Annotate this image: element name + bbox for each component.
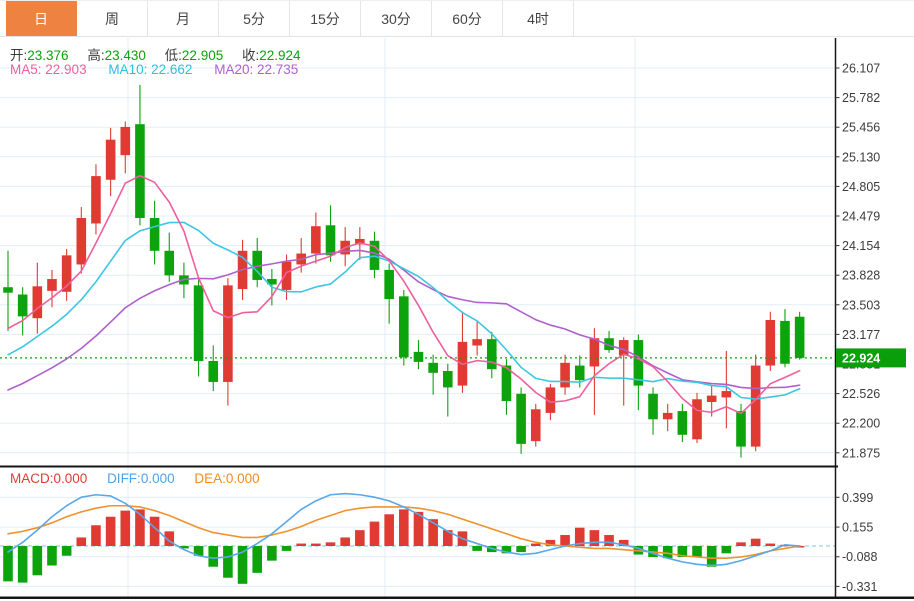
diff-value-legend: DIFF:0.000 [107, 471, 175, 486]
svg-text:24.479: 24.479 [842, 210, 880, 224]
tab-week[interactable]: 周 [77, 1, 148, 36]
dea-value-legend: DEA:0.000 [194, 471, 260, 486]
ma5-legend: MA5: 22.903 [10, 62, 87, 77]
svg-text:0.155: 0.155 [842, 521, 873, 535]
open-value: 23.376 [27, 48, 69, 63]
ma20-line [7, 249, 801, 391]
ma-legend: MA5: 22.903 MA10: 22.662 MA20: 22.735 [10, 62, 298, 77]
svg-text:25.456: 25.456 [842, 121, 880, 135]
svg-text:-0.088: -0.088 [842, 550, 877, 564]
svg-text:22.924: 22.924 [842, 351, 880, 365]
ma20-legend: MA20: 22.735 [214, 62, 299, 77]
candles-layer [3, 85, 805, 458]
svg-text:23.177: 23.177 [842, 328, 880, 342]
macd-value-legend: MACD:0.000 [10, 471, 88, 486]
ma5-line [7, 174, 801, 415]
svg-text:26.107: 26.107 [842, 62, 880, 76]
close-label: 收: [241, 48, 260, 63]
low-value: 22.905 [181, 48, 224, 63]
tab-month[interactable]: 月 [148, 1, 219, 36]
svg-text:21.875: 21.875 [842, 446, 880, 460]
svg-text:23.828: 23.828 [842, 269, 880, 283]
high-value: 23.430 [104, 48, 146, 63]
svg-text:25.782: 25.782 [842, 91, 880, 105]
macd-histogram [3, 509, 805, 584]
macd-legend: MACD:0.000 DIFF:0.000 DEA:0.000 [10, 471, 260, 486]
ma10-line [7, 221, 801, 400]
svg-text:-0.331: -0.331 [842, 580, 877, 594]
svg-text:24.154: 24.154 [842, 239, 880, 253]
tab-4hour[interactable]: 4时 [503, 1, 574, 36]
diff-line [7, 492, 801, 567]
high-label: 高: [87, 48, 105, 63]
svg-text:25.130: 25.130 [842, 150, 880, 164]
svg-text:0.399: 0.399 [842, 491, 873, 505]
timeframe-tabbar: 日 周 月 5分 15分 30分 60分 4时 [0, 0, 914, 37]
svg-text:22.200: 22.200 [842, 417, 880, 431]
ma10-legend: MA10: 22.662 [108, 62, 193, 77]
low-label: 低: [164, 48, 182, 63]
ohlc-legend: 开:23.376 高:23.430 低:22.905 收:22.924 [10, 44, 316, 64]
tab-day[interactable]: 日 [6, 1, 77, 36]
frame-lines [0, 38, 914, 599]
close-value: 22.924 [259, 48, 301, 63]
price-axis-labels: 26.107 25.782 25.456 25.130 24.805 24.479 24.1… [835, 62, 880, 594]
svg-text:24.805: 24.805 [842, 180, 880, 194]
svg-text:22.526: 22.526 [842, 387, 880, 401]
tab-60min[interactable]: 60分 [432, 1, 503, 36]
current-price-badge: 22.924 [836, 348, 906, 368]
tab-5min[interactable]: 5分 [219, 1, 290, 36]
open-label: 开: [10, 48, 28, 63]
svg-text:23.503: 23.503 [842, 298, 880, 312]
tab-30min[interactable]: 30分 [361, 1, 432, 36]
tab-15min[interactable]: 15分 [290, 1, 361, 36]
